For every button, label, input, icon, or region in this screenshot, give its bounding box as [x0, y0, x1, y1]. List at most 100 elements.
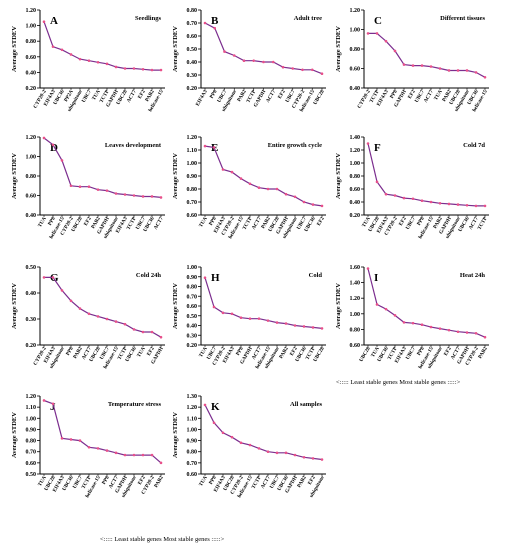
- data-point: [302, 200, 306, 204]
- data-point: [310, 68, 314, 72]
- x-tick-label: EF2: [137, 89, 147, 100]
- data-point: [375, 180, 379, 184]
- data-point: [221, 311, 225, 315]
- panel-title: Entire growth cycle: [268, 142, 322, 149]
- data-point: [465, 69, 469, 72]
- data-point: [123, 322, 127, 326]
- data-point: [311, 203, 315, 206]
- x-tick-label: EF2: [146, 346, 156, 357]
- data-point: [51, 45, 55, 48]
- data-point: [87, 59, 91, 62]
- data-point: [257, 317, 261, 320]
- y-axis-label: Average STDEV: [11, 26, 18, 72]
- x-tick-label: UBC7: [81, 89, 93, 104]
- data-point: [141, 453, 145, 457]
- data-point: [96, 188, 100, 191]
- y-tick-label: 0.80: [26, 174, 37, 180]
- y-tick-label: 0.80: [26, 439, 37, 445]
- data-point: [51, 143, 55, 147]
- data-point: [483, 75, 487, 79]
- data-point: [375, 32, 379, 35]
- y-tick-label: 1.00: [350, 161, 361, 167]
- chart-panel-b: 0.20 0.30 0.40 0.50 0.60 0.70 0.80 B Adult tree A…: [172, 8, 326, 113]
- y-tick-label: 0.70: [187, 200, 198, 206]
- data-point: [230, 170, 234, 174]
- data-point: [402, 321, 406, 324]
- x-tick-label: PAB2: [236, 89, 248, 103]
- data-point: [420, 323, 424, 327]
- y-tick-label: 0.30: [26, 317, 37, 323]
- data-point: [320, 458, 324, 461]
- data-point: [203, 276, 207, 280]
- y-tick-label: 0.60: [26, 461, 37, 467]
- data-point: [302, 325, 306, 328]
- data-point: [447, 69, 451, 72]
- y-tick-label: 0.50: [187, 314, 198, 320]
- data-point: [266, 319, 270, 322]
- x-tick-label: TUA: [198, 475, 209, 488]
- series-line: [204, 277, 323, 329]
- data-point: [252, 59, 256, 62]
- y-axis-label: Average STDEV: [11, 153, 18, 199]
- data-point: [384, 307, 388, 311]
- data-point: [275, 321, 279, 324]
- panel-letter: A: [50, 15, 58, 27]
- panel-letter: H: [211, 272, 220, 284]
- y-axis-label: Average STDEV: [172, 283, 179, 329]
- x-tick-label: TUA: [37, 216, 48, 229]
- x-tick-label: EF2: [407, 89, 417, 100]
- x-tick-label: PP8: [65, 346, 75, 357]
- x-tick-label: UBC7: [405, 216, 417, 231]
- x-tick-label: PP8: [235, 346, 245, 357]
- data-point: [239, 441, 243, 445]
- data-point: [150, 195, 154, 198]
- x-tick-label: EF2: [443, 346, 453, 357]
- y-axis-label: Average STDEV: [11, 412, 18, 458]
- x-tick-label: PP8: [101, 475, 111, 486]
- y-tick-label: 0.80: [187, 187, 198, 193]
- data-point: [483, 204, 487, 208]
- data-point: [366, 142, 370, 145]
- data-point: [232, 54, 236, 57]
- data-point: [203, 144, 207, 148]
- chart-panel-f: 0.20 0.40 0.60 0.80 1.00 1.20 1.40 F Cold 7d Aver…: [335, 135, 489, 240]
- x-tick-label: ACT7: [423, 89, 435, 104]
- y-tick-label: 0.30: [187, 73, 198, 79]
- data-point: [132, 67, 136, 70]
- panel-title: Cold 7d: [463, 142, 485, 149]
- data-point: [114, 65, 118, 69]
- y-axis-label: Average STDEV: [11, 283, 18, 329]
- series-line: [44, 276, 162, 338]
- y-axis-label: Average STDEV: [335, 153, 342, 199]
- y-tick-label: 0.50: [26, 265, 37, 271]
- y-axis-label: Average STDEV: [172, 412, 179, 458]
- data-point: [402, 63, 406, 66]
- y-tick-label: 1.20: [350, 148, 361, 154]
- y-tick-label: 0.60: [187, 213, 198, 219]
- data-point: [281, 65, 285, 69]
- y-tick-label: 1.20: [350, 8, 361, 14]
- panel-title: Heat 24h: [460, 272, 485, 279]
- data-point: [456, 69, 460, 72]
- y-tick-label: 0.60: [350, 187, 361, 193]
- panel-letter: C: [374, 15, 382, 27]
- data-point: [213, 26, 217, 30]
- x-tick-label: PP8: [208, 216, 218, 227]
- y-tick-label: 0.50: [26, 472, 37, 478]
- x-tick-label: EF2: [83, 216, 93, 227]
- data-point: [393, 194, 397, 197]
- data-point: [239, 316, 243, 320]
- x-tick-label: PAB2: [153, 475, 165, 489]
- panel-title: Adult tree: [294, 15, 322, 22]
- x-tick-label: PAB2: [260, 216, 272, 230]
- chart-panel-d: 0.40 0.60 0.80 1.00 1.20 D Leaves development A…: [11, 135, 165, 240]
- x-tick-label: EF2: [277, 89, 287, 100]
- data-point: [132, 194, 136, 197]
- chart-panel-h: 0.20 0.30 0.40 0.50 0.60 0.70 0.80 0.90 1.00 H Col…: [172, 265, 326, 370]
- data-point: [123, 453, 127, 457]
- x-tick-label: EF2: [289, 346, 299, 357]
- x-tick-label: PAB2: [432, 216, 444, 230]
- x-tick-label: PAB2: [90, 216, 102, 230]
- x-tick-label: PAB2: [441, 89, 453, 103]
